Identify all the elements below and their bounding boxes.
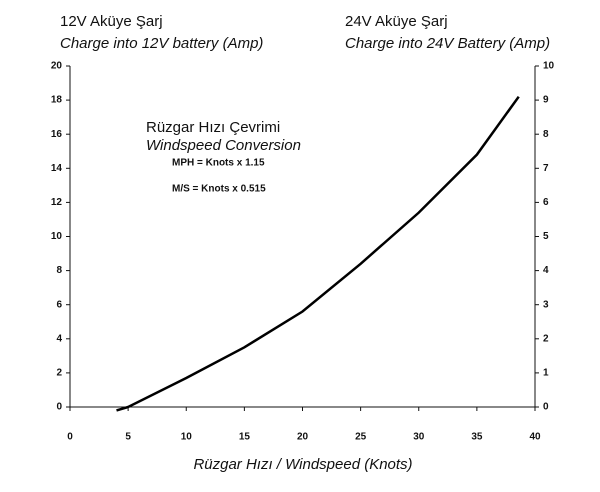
x-tick-label: 25 bbox=[355, 432, 367, 443]
annotation: M/S = Knots x 0.515 bbox=[172, 184, 266, 195]
x-tick-label: 0 bbox=[67, 432, 73, 443]
x-tick-label: 40 bbox=[529, 432, 541, 443]
y-tick-label: 4 bbox=[56, 333, 62, 344]
y2-tick-label: 0 bbox=[543, 402, 549, 413]
x-axis-label: Rüzgar Hızı / Windspeed (Knots) bbox=[193, 456, 412, 473]
y-axis-label: 12V Aküye Şarj bbox=[60, 13, 163, 30]
y-tick-label: 14 bbox=[51, 163, 63, 174]
annotation: Rüzgar Hızı Çevrimi bbox=[146, 119, 280, 136]
y2-tick-label: 9 bbox=[543, 95, 549, 106]
annotation: Windspeed Conversion bbox=[146, 137, 301, 154]
y2-tick-label: 3 bbox=[543, 299, 549, 310]
y2-tick-label: 2 bbox=[543, 333, 549, 344]
annotation: MPH = Knots x 1.15 bbox=[172, 158, 265, 169]
y2-axis-label: Charge into 24V Battery (Amp) bbox=[345, 35, 550, 52]
y-tick-label: 2 bbox=[56, 368, 62, 379]
x-tick-label: 15 bbox=[239, 432, 251, 443]
y2-tick-label: 4 bbox=[543, 265, 549, 276]
y-axis-label: Charge into 12V battery (Amp) bbox=[60, 35, 263, 52]
y-tick-label: 18 bbox=[51, 95, 63, 106]
y-tick-label: 10 bbox=[51, 231, 63, 242]
y2-tick-label: 8 bbox=[543, 129, 549, 140]
y-tick-label: 6 bbox=[56, 299, 62, 310]
y-tick-label: 20 bbox=[51, 61, 63, 72]
y-tick-label: 16 bbox=[51, 129, 63, 140]
x-tick-label: 10 bbox=[181, 432, 193, 443]
y2-tick-label: 10 bbox=[543, 61, 555, 72]
x-tick-label: 20 bbox=[297, 432, 309, 443]
x-tick-label: 30 bbox=[413, 432, 425, 443]
line-series bbox=[116, 95, 520, 412]
y2-tick-label: 6 bbox=[543, 197, 549, 208]
y-tick-label: 0 bbox=[56, 402, 62, 413]
y2-tick-label: 5 bbox=[543, 231, 549, 242]
y2-axis-label: 24V Aküye Şarj bbox=[345, 13, 448, 30]
x-tick-label: 35 bbox=[471, 432, 483, 443]
y-tick-label: 12 bbox=[51, 197, 63, 208]
y2-tick-label: 7 bbox=[543, 163, 549, 174]
x-tick-label: 5 bbox=[125, 432, 131, 443]
y2-tick-label: 1 bbox=[543, 368, 549, 379]
y-tick-label: 8 bbox=[56, 265, 62, 276]
